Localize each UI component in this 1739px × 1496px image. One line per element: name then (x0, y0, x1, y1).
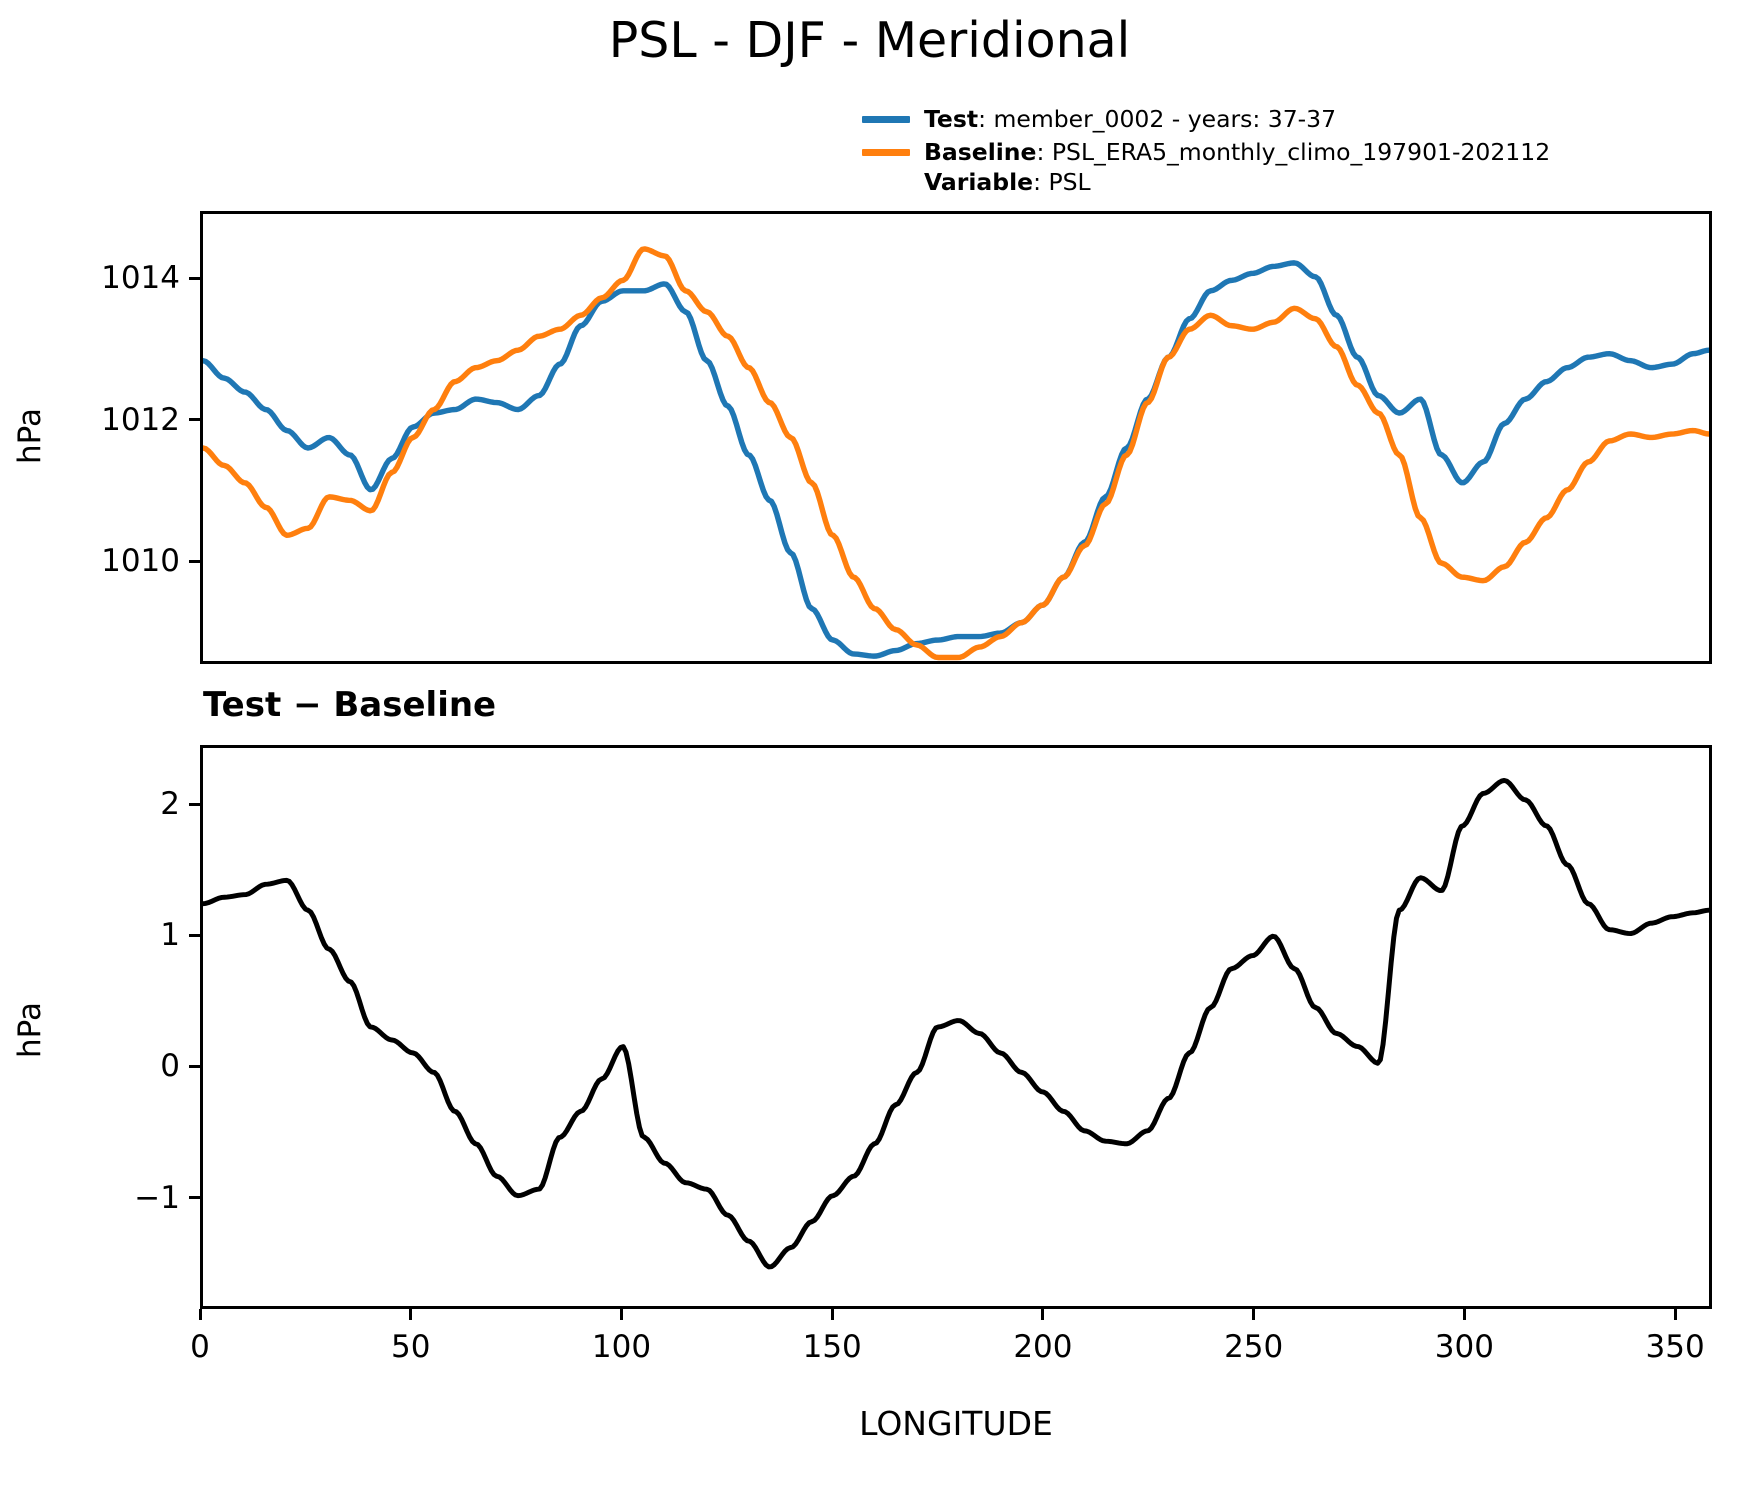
x-axis-tick-mark (1041, 1309, 1045, 1320)
x-axis-tick-mark (409, 1309, 413, 1320)
y-axis-bottom-tick-mark (189, 1064, 200, 1068)
top-panel-svg (203, 246, 1709, 661)
x-axis-tick-label: 250 (1224, 1329, 1284, 1365)
y-axis-top-tick-label: 1012 (101, 401, 180, 438)
legend-entry-baseline: Baseline: PSL_ERA5_monthly_climo_197901-… (862, 136, 1732, 169)
x-axis-tick-label: 300 (1434, 1329, 1494, 1365)
legend-label-baseline: Baseline: PSL_ERA5_monthly_climo_197901-… (924, 137, 1551, 166)
x-axis-tick-mark (1252, 1309, 1256, 1320)
line-series-difference (203, 777, 1709, 1270)
legend-swatch-variable (862, 180, 910, 187)
y-axis-bottom-tick-label: −1 (134, 1179, 180, 1216)
y-axis-top-tick-mark (189, 559, 200, 563)
plot-area-top (200, 211, 1712, 664)
x-axis-tick-label: 100 (591, 1329, 652, 1365)
x-axis-tick-label: 150 (802, 1329, 862, 1365)
y-axis-bottom-tick-label: 1 (160, 917, 180, 954)
y-axis-bottom-tick-label: 2 (160, 786, 180, 823)
x-axis-tick-mark (198, 1309, 202, 1320)
y-axis-bottom-tick-label: 0 (160, 1048, 180, 1085)
plot-area-bottom (200, 745, 1712, 1309)
legend-label-variable: Variable: PSL (924, 168, 1091, 197)
y-axis-top-tick-mark (189, 276, 200, 280)
y-axis-top-tick-label: 1014 (101, 260, 180, 297)
legend-entry-variable: Variable: PSL (862, 169, 1732, 197)
x-axis-tick-mark (1673, 1309, 1677, 1320)
bottom-panel-svg (203, 777, 1709, 1270)
subplot-title-difference: Test − Baseline (203, 685, 497, 725)
line-series-baseline (203, 246, 1709, 661)
y-axis-top-tick-label: 1010 (101, 543, 180, 580)
figure-title: PSL - DJF - Meridional (608, 12, 1131, 69)
x-axis-tick-label: 0 (190, 1329, 210, 1365)
legend-swatch-baseline (862, 149, 910, 156)
x-axis-tick-mark (619, 1309, 623, 1320)
x-axis-tick-label: 200 (1013, 1329, 1073, 1365)
y-axis-top-tick-mark (189, 418, 200, 422)
y-axis-bottom-tick-mark (189, 802, 200, 806)
y-axis-bottom-tick-mark (189, 1196, 200, 1199)
legend: Test: member_0002 - years: 37-37 Baselin… (862, 103, 1732, 197)
legend-label-test: Test: member_0002 - years: 37-37 (924, 104, 1337, 133)
y-axis-bottom-tick-mark (189, 933, 200, 937)
legend-entry-test: Test: member_0002 - years: 37-37 (862, 103, 1732, 136)
line-series-test (203, 260, 1709, 659)
legend-swatch-test (862, 116, 910, 123)
x-axis-tick-mark (1462, 1309, 1466, 1320)
x-axis-label: LONGITUDE (859, 1404, 1053, 1443)
x-axis-tick-mark (830, 1309, 834, 1320)
x-axis-tick-label: 350 (1645, 1329, 1705, 1365)
x-axis-tick-label: 50 (390, 1329, 431, 1365)
